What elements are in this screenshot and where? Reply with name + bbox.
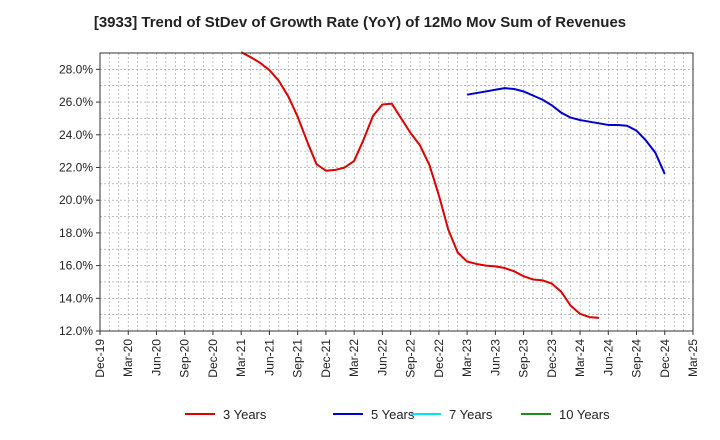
legend-label: 7 Years [449,407,493,422]
y-tick-label: 28.0% [59,62,93,76]
x-tick-label: Dec-22 [432,339,446,378]
y-tick-label: 16.0% [59,259,93,273]
y-tick-label: 24.0% [59,128,93,142]
legend-label: 3 Years [223,407,267,422]
y-tick-label: 12.0% [59,324,93,338]
x-tick-label: Dec-21 [319,339,333,378]
x-tick-label: Dec-20 [206,339,220,378]
x-tick-label: Jun-24 [601,339,615,376]
x-tick-label: Sep-21 [291,339,305,378]
chart-title: [3933] Trend of StDev of Growth Rate (Yo… [93,14,627,31]
x-tick-label: Dec-19 [93,339,107,378]
x-tick-label: Sep-20 [178,339,192,378]
series-line-3-years [240,51,599,319]
x-tick-label: Dec-24 [658,339,672,378]
x-tick-label: Jun-21 [262,339,276,376]
x-tick-label: Dec-23 [545,339,559,378]
y-tick-label: 14.0% [59,291,93,305]
plot-frame [99,52,694,332]
x-tick-label: Sep-22 [404,339,418,378]
x-tick-label: Sep-23 [517,339,531,378]
x-tick-label: Mar-21 [234,339,248,377]
x-tick-label: Sep-24 [630,339,644,378]
legend-label: 5 Years [371,407,415,422]
y-tick-label: 18.0% [59,226,93,240]
x-tick-label: Mar-25 [686,339,700,377]
x-tick-label: Mar-23 [460,339,474,377]
legend-label: 10 Years [559,407,610,422]
x-tick-label: Jun-20 [149,339,163,376]
x-tick-label: Jun-22 [375,339,389,376]
y-tick-label: 22.0% [59,160,93,174]
series-line-5-years [466,87,666,175]
x-tick-label: Mar-22 [347,339,361,377]
x-tick-label: Jun-23 [488,339,502,376]
x-tick-label: Mar-24 [573,339,587,377]
y-tick-label: 26.0% [59,95,93,109]
y-tick-label: 20.0% [59,193,93,207]
x-tick-label: Mar-20 [121,339,135,377]
